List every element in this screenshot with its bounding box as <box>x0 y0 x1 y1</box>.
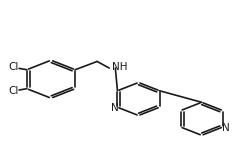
Text: N: N <box>222 123 230 133</box>
Text: Cl: Cl <box>8 62 19 72</box>
Text: NH: NH <box>112 62 128 72</box>
Text: N: N <box>111 103 119 113</box>
Text: Cl: Cl <box>8 86 19 96</box>
